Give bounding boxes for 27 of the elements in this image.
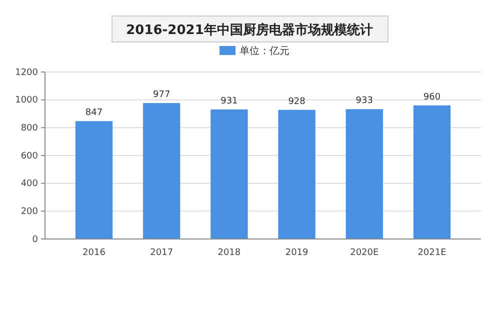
y-tick-label: 600 <box>20 151 38 162</box>
y-tick-label: 800 <box>20 124 38 134</box>
bar <box>143 103 180 239</box>
x-tick-label: 2017 <box>150 248 174 258</box>
y-tick-label: 1000 <box>15 96 38 106</box>
bar <box>210 109 248 239</box>
data-label: 931 <box>220 96 238 106</box>
x-tick-label: 2019 <box>285 248 309 258</box>
legend-label: 单位：亿元 <box>240 45 290 57</box>
bar <box>75 121 113 239</box>
x-tick-label: 2020E <box>350 248 380 258</box>
y-tick-label: 200 <box>20 207 38 218</box>
y-tick-label: 400 <box>20 179 38 190</box>
y-tick-label: 1200 <box>15 68 38 78</box>
data-label: 928 <box>288 96 306 107</box>
x-tick-label: 2016 <box>82 248 106 258</box>
bar <box>278 110 316 239</box>
data-label: 977 <box>153 90 170 100</box>
data-label: 960 <box>423 92 441 102</box>
bar <box>413 105 451 239</box>
data-label: 933 <box>356 96 373 106</box>
y-tick-label: 0 <box>32 234 38 245</box>
x-tick-label: 2021E <box>418 248 447 258</box>
x-tick-label: 2018 <box>218 248 241 258</box>
data-label: 847 <box>85 108 103 118</box>
bar <box>346 109 383 239</box>
chart-title: 2016-2021年中国厨房电器市场规模统计 <box>126 22 373 38</box>
